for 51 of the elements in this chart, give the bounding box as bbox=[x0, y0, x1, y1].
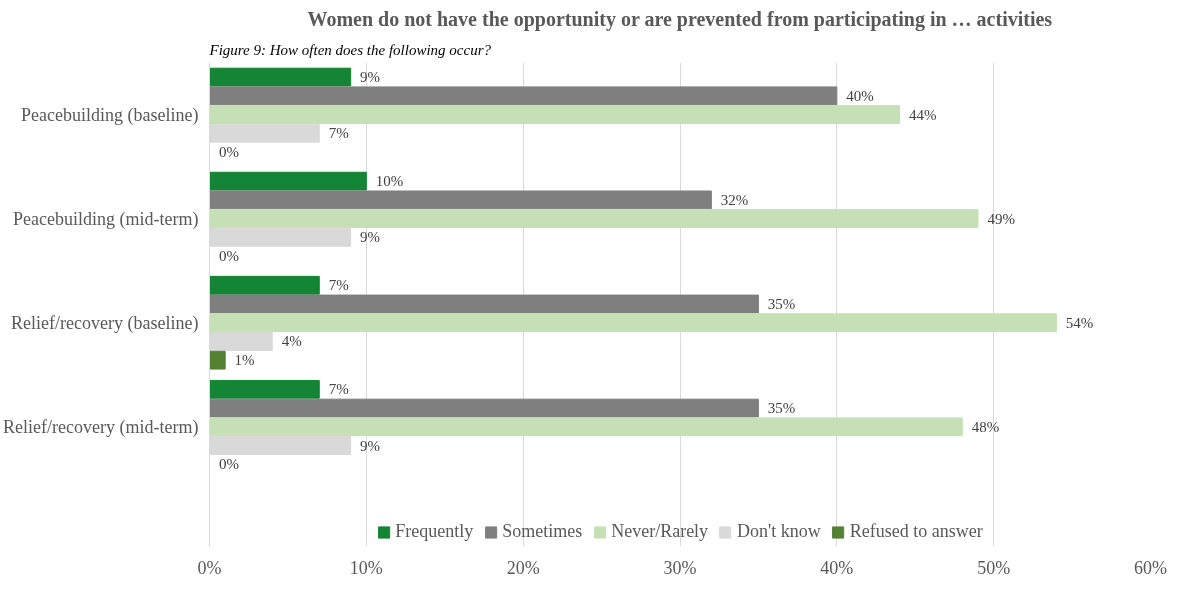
bar bbox=[209, 190, 712, 210]
bar bbox=[209, 398, 759, 418]
data-label: 35% bbox=[767, 295, 796, 312]
data-label: 4% bbox=[281, 333, 302, 350]
legend-label: Don't know bbox=[737, 521, 821, 542]
caption: Figure 9: How often does the following occur? bbox=[208, 41, 492, 58]
data-label: 54% bbox=[1065, 314, 1094, 331]
bar bbox=[209, 294, 759, 314]
data-label: 40% bbox=[846, 87, 874, 104]
chart-title: Women do not have the opportunity or are prevented from participating in … activities bbox=[307, 7, 1053, 31]
x-tick-label: 10% bbox=[349, 557, 383, 578]
bar bbox=[209, 86, 838, 106]
legend-label: Never/Rarely bbox=[611, 521, 709, 542]
data-label: 48% bbox=[971, 418, 1000, 435]
data-label: 0% bbox=[218, 456, 239, 473]
bar bbox=[209, 379, 320, 399]
x-tick-label: 20% bbox=[506, 557, 540, 578]
bar bbox=[209, 350, 226, 370]
y-tick-label: Peacebuilding (mid-term) bbox=[13, 208, 199, 230]
legend-label: Sometimes bbox=[502, 521, 583, 542]
data-label: 7% bbox=[328, 381, 349, 398]
x-tick-label: 60% bbox=[1134, 557, 1167, 578]
data-label: 32% bbox=[720, 191, 749, 208]
data-label: 44% bbox=[908, 106, 937, 123]
y-tick-label: Peacebuilding (baseline) bbox=[21, 104, 199, 126]
x-tick-label: 30% bbox=[663, 557, 697, 578]
data-label: 9% bbox=[360, 229, 381, 246]
bar bbox=[209, 417, 963, 437]
bar bbox=[209, 171, 367, 191]
data-label: 9% bbox=[360, 437, 381, 454]
bar bbox=[209, 67, 352, 87]
data-label: 49% bbox=[987, 210, 1015, 227]
x-tick-label: 40% bbox=[820, 557, 854, 578]
legend-label: Frequently bbox=[395, 521, 474, 542]
y-tick-label: Relief/recovery (baseline) bbox=[11, 312, 199, 334]
legend-label: Refused to answer bbox=[849, 521, 983, 542]
bar bbox=[209, 313, 1057, 333]
data-label: 10% bbox=[375, 173, 404, 190]
x-tick-label: 50% bbox=[977, 557, 1011, 578]
bar bbox=[209, 105, 901, 124]
data-label: 0% bbox=[218, 144, 239, 161]
bar bbox=[209, 209, 979, 229]
data-label: 0% bbox=[218, 248, 239, 265]
x-tick-label: 0% bbox=[197, 557, 222, 578]
data-label: 9% bbox=[360, 69, 381, 86]
data-label: 7% bbox=[328, 125, 349, 142]
data-label: 35% bbox=[767, 400, 796, 417]
data-label: 7% bbox=[328, 277, 349, 294]
bar bbox=[209, 275, 320, 295]
y-tick-label: Relief/recovery (mid-term) bbox=[3, 416, 199, 438]
data-label: 1% bbox=[234, 352, 255, 369]
